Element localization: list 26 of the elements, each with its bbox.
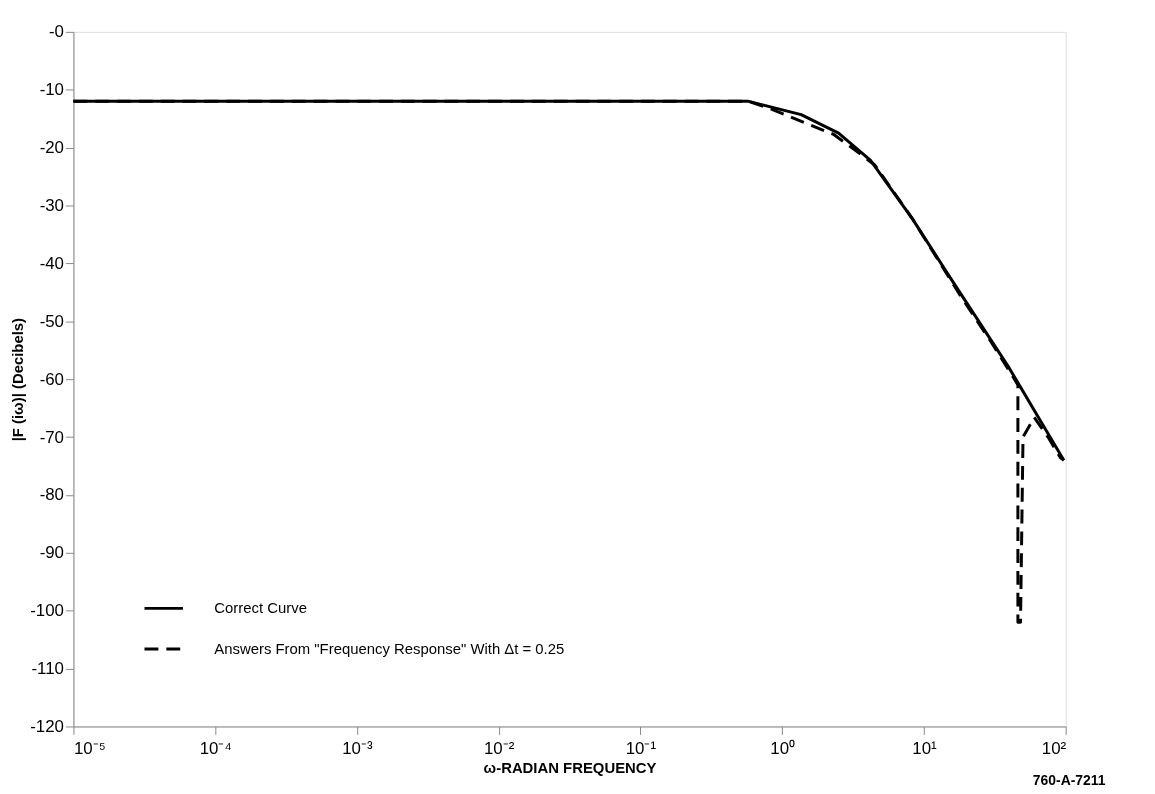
x-tick-label: 10⁻⁵ — [73, 738, 106, 758]
text: 760-A-7211 — [1032, 772, 1106, 788]
x-axis-title: ω-RADIAN FREQUENCY — [483, 759, 657, 776]
x-tick-label: 10² — [1041, 738, 1067, 758]
y-tick-label: -10 — [39, 80, 64, 100]
y-axis-title: |F (iω)| (Decibels) — [10, 317, 27, 442]
y-tick-label: -30 — [39, 195, 64, 215]
legend-label: Answers From "Frequency Response" With Δt = 0.25 — [214, 641, 565, 658]
x-tick-label: 10⁻⁴ — [199, 738, 232, 758]
y-tick-label: -100 — [30, 601, 64, 621]
y-tick-label: -120 — [30, 716, 64, 736]
y-tick-label: -70 — [39, 427, 64, 447]
y-tick-label: -80 — [39, 485, 64, 505]
y-tick-label: -50 — [39, 311, 64, 331]
legend-label: Correct Curve — [214, 600, 307, 617]
y-tick-label: -60 — [39, 369, 64, 389]
x-tick-label: 10⁻¹ — [625, 738, 657, 758]
x-tick-label: 10⁻³ — [342, 738, 373, 758]
y-tick-label: -90 — [39, 543, 64, 563]
x-tick-label: 10¹ — [912, 738, 937, 758]
x-tick-label: 10⁰ — [770, 738, 796, 758]
y-tick-label: -110 — [31, 659, 64, 679]
y-tick-label: -20 — [39, 138, 64, 158]
x-tick-label: 10⁻² — [483, 738, 515, 758]
y-tick-label: -40 — [39, 253, 64, 273]
y-tick-label: -0 — [49, 22, 64, 42]
